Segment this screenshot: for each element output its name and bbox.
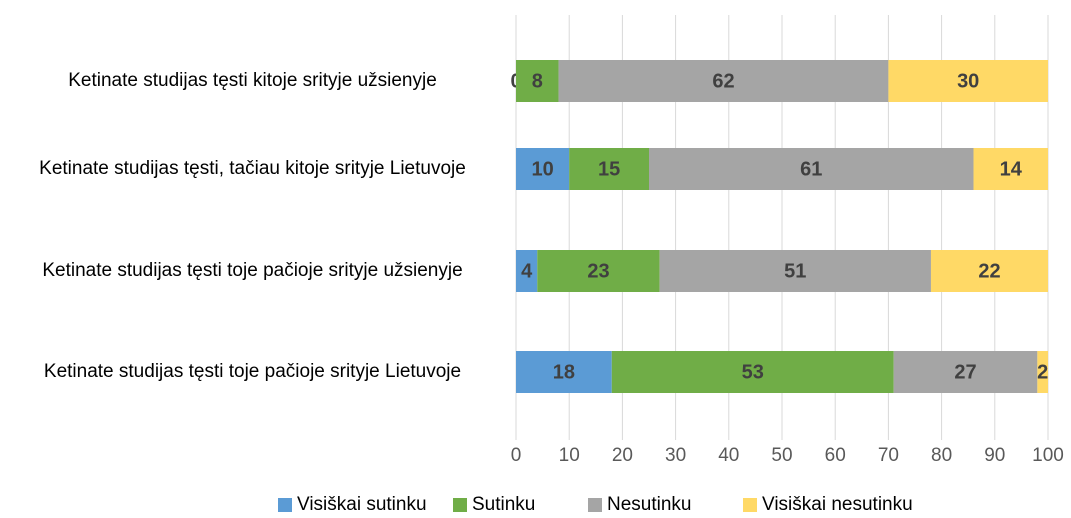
bar-segment <box>649 148 974 190</box>
bar-segment <box>558 60 889 102</box>
bar-segment <box>659 250 931 292</box>
bar-segment <box>516 250 538 292</box>
data-label: 53 <box>742 361 764 383</box>
data-label: 10 <box>531 158 553 180</box>
x-tick-label: 20 <box>612 445 633 466</box>
legend-swatch <box>743 498 757 512</box>
x-tick-label: 10 <box>559 445 580 466</box>
bar-segment <box>569 148 649 190</box>
legend-swatch <box>453 498 467 512</box>
x-tick-label: 70 <box>878 445 899 466</box>
x-tick-label: 40 <box>718 445 739 466</box>
bar-segment <box>611 351 894 393</box>
x-tick-label: 80 <box>931 445 952 466</box>
category-label: Ketinate studijas tęsti toje pačioje sri… <box>42 260 463 281</box>
legend-label: Visiškai sutinku <box>297 494 427 515</box>
data-label: 27 <box>954 361 976 383</box>
legend-swatch <box>588 498 602 512</box>
data-label: 8 <box>532 70 543 92</box>
bar-segment <box>1037 351 1048 393</box>
x-tick-label: 90 <box>984 445 1005 466</box>
legend-label: Visiškai nesutinku <box>762 494 913 515</box>
data-label: 22 <box>978 260 1000 282</box>
data-label: 4 <box>521 260 533 282</box>
x-tick-label: 0 <box>511 445 522 466</box>
data-label: 62 <box>712 70 734 92</box>
data-label: 18 <box>553 361 575 383</box>
x-tick-label: 60 <box>825 445 846 466</box>
x-tick-label: 100 <box>1032 445 1064 466</box>
category-label: Ketinate studijas tęsti, tačiau kitoje s… <box>39 158 466 179</box>
bar-segment <box>893 351 1038 393</box>
bar-segment <box>516 60 559 102</box>
legend-swatch <box>278 498 292 512</box>
category-label: Ketinate studijas tęsti toje pačioje sri… <box>43 361 462 382</box>
bar-segment <box>930 250 1048 292</box>
legend-label: Nesutinku <box>607 494 692 515</box>
bar-segment <box>516 148 570 190</box>
bar-segment <box>973 148 1048 190</box>
bar-segment <box>516 351 612 393</box>
bar-segment <box>537 250 660 292</box>
bar-segment <box>888 60 1048 102</box>
data-label: 15 <box>598 158 620 180</box>
category-label: Ketinate studijas tęsti kitoje srityje u… <box>68 70 437 91</box>
data-label: 51 <box>784 260 806 282</box>
data-label: 23 <box>587 260 609 282</box>
data-label: 61 <box>800 158 822 180</box>
x-tick-label: 30 <box>665 445 686 466</box>
legend-label: Sutinku <box>472 494 535 515</box>
data-label: 2 <box>1037 361 1048 383</box>
data-label: 14 <box>1000 158 1023 180</box>
x-tick-label: 50 <box>771 445 792 466</box>
data-label: 30 <box>957 70 979 92</box>
